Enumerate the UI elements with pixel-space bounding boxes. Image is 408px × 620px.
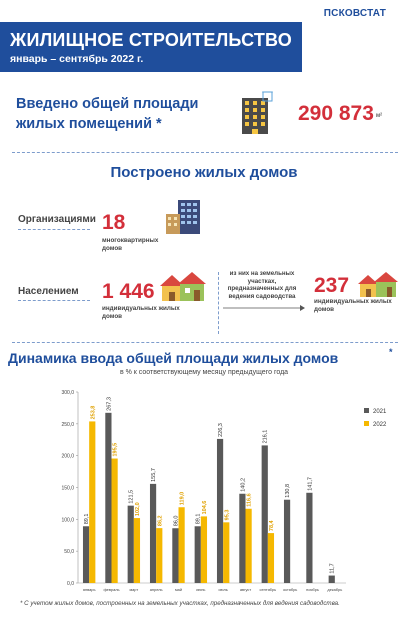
chart-title: Динамика ввода общей площади жилых домов bbox=[8, 350, 339, 366]
data-label-2022: 86,2 bbox=[157, 515, 163, 526]
x-tick-label: октябрь bbox=[283, 587, 297, 592]
population-desc: индивидуальных жилых домов bbox=[102, 305, 180, 320]
bar-2021 bbox=[82, 526, 90, 583]
area-unit: м² bbox=[376, 113, 383, 119]
x-tick-label: июль bbox=[219, 587, 228, 592]
organizations-label: Организациями bbox=[18, 214, 96, 225]
y-tick-label: 100,0 bbox=[61, 517, 74, 523]
arrow-right-icon bbox=[223, 305, 305, 311]
bar-2022 bbox=[223, 522, 230, 583]
bar-2021 bbox=[216, 438, 224, 583]
garden-note: из них на земельных участках, предназнач… bbox=[227, 270, 297, 300]
bar-2021 bbox=[194, 526, 201, 583]
y-tick-label: 150,0 bbox=[61, 486, 74, 492]
chart-title-mark: * bbox=[389, 347, 393, 357]
bar-2021 bbox=[328, 575, 335, 583]
x-tick-label: июнь bbox=[196, 587, 205, 592]
multi-storey-building-icon bbox=[166, 200, 200, 234]
bar-2021 bbox=[283, 499, 291, 583]
data-label-2022: 195,5 bbox=[113, 443, 119, 457]
x-tick-label: сентябрь bbox=[260, 587, 277, 592]
bar-2021 bbox=[172, 528, 179, 583]
data-label-2022: 95,3 bbox=[224, 510, 230, 521]
garden-desc: индивидуальных жилых домов bbox=[314, 298, 392, 313]
header-banner bbox=[0, 22, 302, 72]
bar-2021 bbox=[239, 493, 246, 583]
x-tick-label: май bbox=[175, 587, 182, 592]
data-label-2021: 121,5 bbox=[129, 490, 135, 504]
data-label-2022: 102,0 bbox=[135, 502, 141, 516]
brand-logo: ПСКОВСТАТ bbox=[323, 8, 386, 19]
bar-2022 bbox=[89, 421, 96, 583]
page-title: ЖИЛИЩНОЕ СТРОИТЕЛЬСТВО bbox=[10, 30, 292, 50]
organizations-value: 18 bbox=[102, 211, 126, 234]
bar-2021 bbox=[105, 412, 112, 583]
data-label-2021: 130,8 bbox=[285, 484, 291, 498]
data-label-2021: 226,3 bbox=[218, 423, 224, 437]
bar-2021 bbox=[261, 445, 268, 583]
bar-2022 bbox=[245, 508, 252, 583]
data-label-2022: 78,4 bbox=[269, 519, 275, 531]
data-label-2021: 216,1 bbox=[263, 430, 269, 444]
y-tick-label: 0,0 bbox=[67, 581, 74, 587]
footnote: * С учетом жилых домов, построенных на з… bbox=[20, 600, 340, 607]
x-tick-label: апрель bbox=[150, 587, 163, 592]
bar-2022 bbox=[133, 518, 141, 583]
bar-2022 bbox=[111, 458, 118, 583]
area-label: Введено общей площади жилых помещений * bbox=[16, 96, 199, 132]
legend-swatch-2021 bbox=[364, 408, 369, 413]
legend-label-2022: 2022 bbox=[373, 422, 387, 428]
legend-label-2021: 2021 bbox=[373, 409, 387, 415]
y-tick-label: 300,0 bbox=[61, 390, 74, 396]
bar-2021 bbox=[127, 505, 134, 583]
data-label-2022: 119,0 bbox=[180, 492, 186, 505]
x-tick-label: декабрь bbox=[327, 587, 342, 592]
bar-2021 bbox=[149, 483, 157, 583]
bar-2022 bbox=[267, 533, 275, 583]
data-label-2021: 86,0 bbox=[173, 516, 179, 527]
bar-2022 bbox=[200, 516, 208, 583]
divider bbox=[18, 300, 90, 301]
data-label-2021: 89,1 bbox=[84, 514, 90, 525]
data-label-2021: 89,1 bbox=[196, 514, 202, 525]
data-label-2021: 140,2 bbox=[240, 478, 246, 492]
y-tick-label: 250,0 bbox=[61, 422, 74, 428]
divider bbox=[12, 342, 398, 343]
data-label-2021: 11,7 bbox=[330, 563, 336, 573]
data-label-2021: 267,3 bbox=[106, 397, 112, 411]
area-value: 290 873 bbox=[298, 102, 374, 125]
data-label-2022: 253,8 bbox=[90, 406, 96, 420]
data-label-2021: 141,7 bbox=[307, 477, 313, 491]
population-label: Населением bbox=[18, 286, 79, 297]
x-tick-label: ноябрь bbox=[306, 587, 319, 592]
y-tick-label: 200,0 bbox=[61, 454, 74, 460]
bar-2022 bbox=[156, 528, 163, 583]
bar-chart: 0,0 50,0 100,0 150,0 200,0 250,0 300,0 январь 89… bbox=[61, 390, 387, 592]
legend-swatch-2022 bbox=[364, 421, 369, 426]
x-tick-label: август bbox=[240, 587, 251, 592]
divider bbox=[18, 229, 90, 230]
garden-houses-icon bbox=[358, 272, 398, 297]
divider bbox=[12, 152, 398, 153]
x-tick-label: январь bbox=[83, 587, 96, 592]
data-label-2021: 155,7 bbox=[151, 468, 157, 482]
x-tick-label: март bbox=[129, 587, 138, 592]
bar-2022 bbox=[178, 507, 185, 583]
population-value: 1 446 bbox=[102, 280, 155, 303]
x-tick-label: февраль bbox=[103, 587, 119, 592]
chart-subtitle: в % к соответствующему месяцу предыдущег… bbox=[119, 369, 289, 376]
houses-title: Построено жилых домов bbox=[110, 164, 298, 181]
page-subtitle: январь – сентябрь 2022 г. bbox=[10, 53, 144, 65]
bar-2021 bbox=[306, 492, 313, 583]
garden-value: 237 bbox=[314, 274, 350, 297]
y-tick-label: 50,0 bbox=[64, 549, 74, 555]
data-label-2022: 104,6 bbox=[202, 501, 208, 515]
data-label-2022: 116,6 bbox=[247, 493, 253, 506]
apartment-building-icon bbox=[242, 91, 273, 134]
houses-icon bbox=[160, 272, 206, 301]
divider bbox=[218, 272, 219, 334]
organizations-desc: многоквартирных домов bbox=[102, 237, 159, 252]
